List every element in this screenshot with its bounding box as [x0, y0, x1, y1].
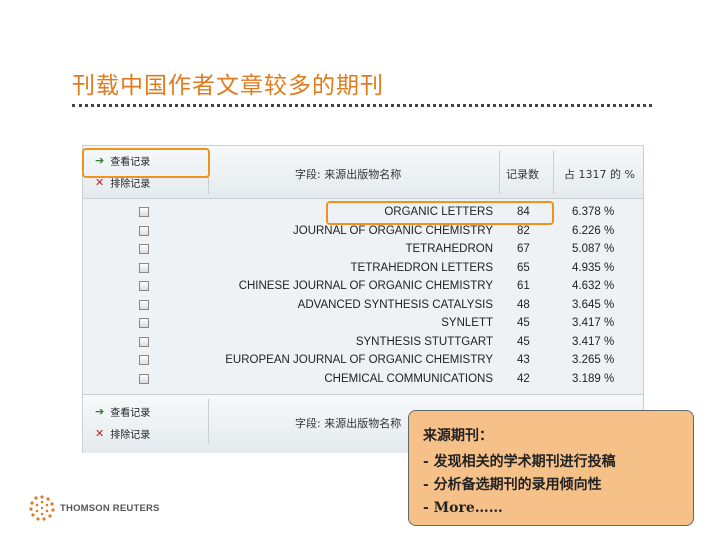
title-divider [72, 104, 652, 107]
analyze-results-panel: ➔ 查看记录 ✕ 排除记录 字段: 来源出版物名称 记录数 占 1317 的 %… [82, 145, 644, 453]
record-count: 82 [517, 224, 530, 237]
journal-name: JOURNAL OF ORGANIC CHEMISTRY [293, 224, 493, 237]
arrow-right-icon: ➔ [95, 154, 105, 167]
record-count: 65 [517, 261, 530, 274]
record-count: 84 [517, 206, 530, 218]
arrow-right-icon: ➔ [95, 405, 105, 418]
exclude-records-label: 排除记录 [110, 430, 151, 441]
record-percent: 3.645 % [572, 298, 615, 311]
row-checkbox[interactable] [139, 262, 149, 273]
column-separator [208, 399, 209, 443]
logo-text: THOMSON REUTERS [60, 502, 160, 514]
view-records-button[interactable]: ➔ 查看记录 [89, 152, 199, 169]
record-percent: 4.632 % [572, 280, 615, 292]
journal-name: ORGANIC LETTERS [384, 206, 493, 218]
note-item: - 发现相关的学术期刊进行投稿 [423, 454, 616, 470]
slide-title: 刊载中国作者文章较多的期刊 [72, 73, 384, 99]
record-percent: 4.935 % [572, 261, 615, 274]
journal-name: TETRAHEDRON LETTERS [350, 261, 494, 274]
row-checkbox[interactable] [139, 355, 149, 365]
table-row: JOURNAL OF ORGANIC CHEMISTRY 82 6.226 % [83, 223, 643, 242]
record-count: 45 [517, 335, 530, 348]
logo-dots-icon [29, 495, 55, 521]
journal-name: CHINESE JOURNAL OF ORGANIC CHEMISTRY [238, 280, 493, 292]
column-separator [499, 150, 500, 194]
record-count: 67 [517, 243, 530, 255]
view-records-label: 查看记录 [110, 157, 151, 168]
close-icon: ✕ [95, 427, 105, 440]
record-percent: 3.417 % [572, 317, 615, 329]
table-row: CHEMICAL COMMUNICATIONS 42 3.189 % [83, 371, 643, 390]
close-icon: ✕ [95, 176, 105, 189]
field-column-header: 字段: 来源出版物名称 [295, 168, 402, 181]
exclude-records-label: 排除记录 [110, 179, 151, 190]
record-percent: 6.226 % [572, 224, 615, 237]
view-records-label: 查看记录 [110, 408, 151, 419]
row-checkbox[interactable] [139, 244, 149, 254]
table-row: CHINESE JOURNAL OF ORGANIC CHEMISTRY 61 … [83, 278, 643, 297]
journal-name: CHEMICAL COMMUNICATIONS [324, 372, 493, 385]
record-percent: 3.417 % [572, 335, 615, 348]
exclude-records-button[interactable]: ✕ 排除记录 [89, 174, 199, 191]
record-count: 43 [517, 354, 530, 366]
record-percent: 6.378 % [572, 206, 615, 218]
thomson-reuters-logo: THOMSON REUTERS [28, 494, 160, 522]
record-percent: 3.189 % [572, 372, 615, 385]
count-column-header: 记录数 [506, 168, 539, 181]
journal-name: ADVANCED SYNTHESIS CATALYSIS [297, 298, 493, 311]
note-item: - More…… [423, 500, 503, 516]
table-row: TETRAHEDRON 67 5.087 % [83, 241, 643, 260]
record-percent: 3.265 % [572, 354, 615, 366]
row-checkbox[interactable] [139, 207, 149, 217]
row-checkbox[interactable] [139, 373, 149, 384]
record-count: 48 [517, 298, 530, 311]
row-checkbox[interactable] [139, 318, 149, 328]
note-title: 来源期刊： [423, 428, 493, 444]
exclude-records-button-bottom[interactable]: ✕ 排除记录 [89, 425, 199, 442]
row-checkbox[interactable] [139, 299, 149, 310]
percent-column-header: 占 1317 的 % [564, 168, 635, 181]
view-records-button-bottom[interactable]: ➔ 查看记录 [89, 403, 199, 420]
table-row: SYNTHESIS STUTTGART 45 3.417 % [83, 334, 643, 353]
journal-name: TETRAHEDRON [405, 243, 493, 255]
journal-name: SYNLETT [441, 317, 493, 329]
column-separator [553, 150, 554, 194]
record-count: 61 [517, 280, 530, 292]
results-list: ORGANIC LETTERS 84 6.378 % JOURNAL OF OR… [83, 204, 643, 389]
journal-name: SYNTHESIS STUTTGART [355, 335, 493, 348]
note-item: - 分析备选期刊的录用倾向性 [423, 477, 602, 493]
record-count: 45 [517, 317, 530, 329]
row-checkbox[interactable] [139, 225, 149, 236]
field-column-header-bottom: 字段: 来源出版物名称 [295, 417, 402, 430]
table-header: ➔ 查看记录 ✕ 排除记录 字段: 来源出版物名称 记录数 占 1317 的 % [83, 146, 643, 199]
table-row: TETRAHEDRON LETTERS 65 4.935 % [83, 260, 643, 279]
callout-note: 来源期刊： - 发现相关的学术期刊进行投稿 - 分析备选期刊的录用倾向性 - M… [408, 410, 694, 526]
table-row: ORGANIC LETTERS 84 6.378 % [83, 204, 643, 223]
table-row: ADVANCED SYNTHESIS CATALYSIS 48 3.645 % [83, 297, 643, 316]
record-percent: 5.087 % [572, 243, 615, 255]
row-checkbox[interactable] [139, 281, 149, 291]
row-checkbox[interactable] [139, 336, 149, 347]
buttons-highlight-box [82, 148, 210, 178]
table-row: SYNLETT 45 3.417 % [83, 315, 643, 334]
top-row-highlight-box [326, 201, 554, 225]
journal-name: EUROPEAN JOURNAL OF ORGANIC CHEMISTRY [225, 354, 493, 366]
table-row: EUROPEAN JOURNAL OF ORGANIC CHEMISTRY 43… [83, 352, 643, 371]
record-count: 42 [517, 372, 530, 385]
